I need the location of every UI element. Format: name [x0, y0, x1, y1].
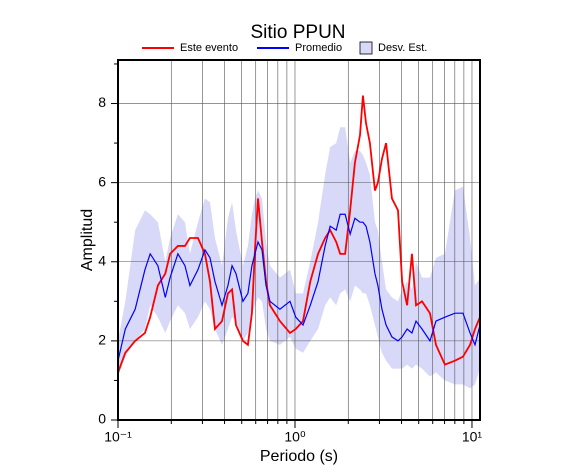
y-tick-label: 2	[98, 332, 106, 348]
y-tick-label: 8	[98, 94, 106, 110]
x-tick-label: 10¹	[462, 429, 483, 445]
std-band	[118, 127, 480, 389]
legend-label: Este evento	[180, 42, 238, 54]
y-tick-label: 0	[98, 411, 106, 427]
legend-label: Desv. Est.	[378, 42, 427, 54]
x-tick-label: 10⁻¹	[104, 429, 132, 445]
x-axis-label: Periodo (s)	[260, 448, 338, 465]
chart-title: Sitio PPUN	[250, 22, 345, 43]
series-line	[117, 213, 481, 361]
legend-swatch	[359, 41, 373, 55]
y-tick-label: 4	[98, 252, 106, 268]
y-tick-label: 6	[98, 173, 106, 189]
x-tick-label: 10⁰	[284, 429, 306, 445]
plot-frame	[117, 59, 481, 421]
y-axis-label: Amplitud	[79, 209, 96, 271]
legend-label: Promedio	[295, 42, 342, 54]
series-line	[117, 95, 481, 373]
